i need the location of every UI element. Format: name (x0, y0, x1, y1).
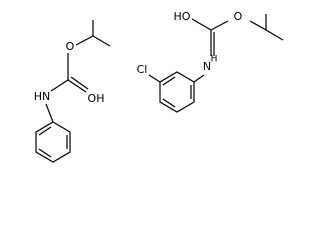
bond (162, 76, 176, 86)
bond (148, 74, 161, 83)
atom-label: H (211, 55, 218, 65)
atom-label: OH (88, 92, 105, 105)
bond (50, 79, 69, 92)
ring (35, 121, 71, 163)
bond (265, 29, 284, 41)
atom-label: HN (34, 90, 51, 103)
ring (159, 71, 195, 113)
atom-label: N (203, 60, 211, 73)
atom-label: O (234, 10, 243, 23)
bond (38, 126, 52, 136)
bond (67, 79, 87, 93)
bond (38, 148, 52, 158)
bond (191, 18, 212, 31)
bond (45, 103, 54, 123)
atom-label: HO (174, 10, 191, 23)
bond (210, 20, 229, 31)
right-molecule: HO O Cl N H (137, 10, 284, 113)
bond (193, 74, 205, 83)
bond (249, 20, 267, 31)
atom-label: Cl (137, 63, 148, 76)
bond (70, 76, 89, 90)
atom-label: O (66, 40, 75, 53)
bond (162, 98, 176, 108)
left-molecule: O OH HN (34, 20, 111, 163)
bond (75, 35, 94, 46)
diagram: O OH HN HO O Cl N H (34, 10, 284, 163)
bond (92, 35, 111, 47)
